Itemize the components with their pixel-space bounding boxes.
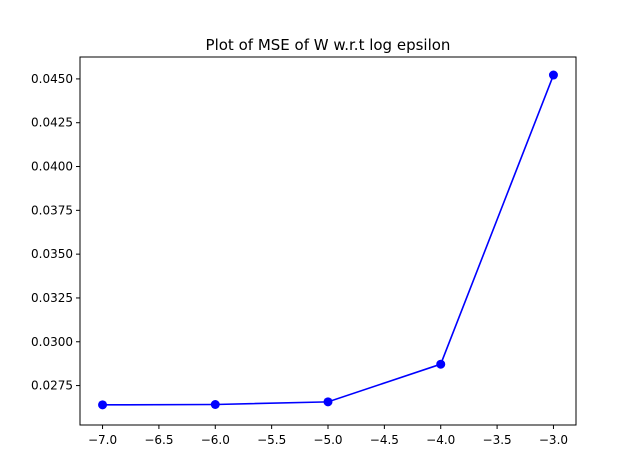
x-tick-label: −3.0 bbox=[539, 433, 568, 447]
y-tick-label: 0.0350 bbox=[31, 247, 73, 261]
x-tick-label: −4.5 bbox=[370, 433, 399, 447]
x-tick-label: −6.0 bbox=[201, 433, 230, 447]
y-axis-ticks: 0.0275 0.0300 0.0325 0.0350 0.0375 0.0400 0.04… bbox=[31, 72, 80, 393]
y-tick-label: 0.0325 bbox=[31, 291, 73, 305]
y-tick-label: 0.0425 bbox=[31, 116, 73, 130]
data-point-marker bbox=[436, 359, 446, 369]
x-tick-label: −4.0 bbox=[426, 433, 455, 447]
y-tick-label: 0.0300 bbox=[31, 335, 73, 349]
y-tick-label: 0.0400 bbox=[31, 160, 73, 174]
data-point-marker bbox=[548, 70, 558, 80]
y-tick-label: 0.0275 bbox=[31, 379, 73, 393]
x-axis-ticks: −7.0 −6.5 −6.0 −5.5 −5.0 −4.5 −4.0 −3.5 −3.0 bbox=[88, 425, 568, 447]
plot-area-frame bbox=[79, 56, 577, 426]
data-point-marker bbox=[210, 399, 220, 409]
x-tick-label: −7.0 bbox=[88, 433, 117, 447]
data-point-marker bbox=[323, 397, 333, 407]
x-tick-label: −3.5 bbox=[483, 433, 512, 447]
x-tick-label: −5.0 bbox=[313, 433, 342, 447]
x-tick-label: −5.5 bbox=[257, 433, 286, 447]
data-point-marker bbox=[98, 400, 108, 410]
y-tick-label: 0.0450 bbox=[31, 72, 73, 86]
x-tick-label: −6.5 bbox=[144, 433, 173, 447]
series-layer bbox=[98, 70, 558, 410]
chart-title: Plot of MSE of W w.r.t log epsilon bbox=[206, 36, 451, 54]
y-tick-label: 0.0375 bbox=[31, 203, 73, 217]
